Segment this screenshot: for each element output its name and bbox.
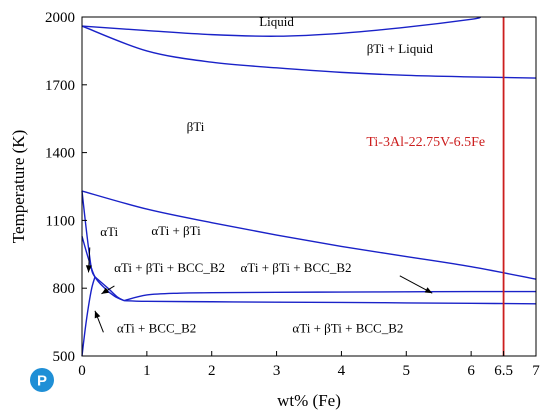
x-tick-label-8: 7 xyxy=(532,363,540,379)
x-tick-label-1: 1 xyxy=(143,363,151,379)
annotation-arrow-0 xyxy=(85,247,92,273)
y-tick-label-4: 1700 xyxy=(45,78,75,94)
publisher-logo: P xyxy=(30,368,54,392)
region-label-4: αTi + βTi xyxy=(151,223,201,238)
region-label-1: βTi + Liquid xyxy=(367,41,434,56)
region-label-0: Liquid xyxy=(259,14,294,29)
boundary-line-5 xyxy=(81,236,125,302)
region-label-2: βTi xyxy=(187,119,205,134)
boundary-line-6 xyxy=(94,276,125,302)
y-tick-label-3: 1400 xyxy=(45,146,75,162)
region-label-3: αTi xyxy=(100,224,118,239)
region-labels: Liquid βTi + Liquid βTi αTi αTi + βTi αTi + β… xyxy=(100,14,433,335)
boundary-line-7 xyxy=(123,290,537,302)
annotation-arrow-1 xyxy=(101,285,115,295)
x-tick-label-2: 2 xyxy=(208,363,216,379)
x-tick-label-4: 4 xyxy=(338,363,346,379)
alloy-composition-label: Ti-3Al-22.75V-6.5Fe xyxy=(366,135,485,150)
annotation-arrow-3 xyxy=(399,275,433,294)
annotation-arrows xyxy=(85,247,433,333)
annotation-arrow-2 xyxy=(94,310,104,333)
plot-frame xyxy=(81,16,537,357)
y-tick-label-0: 500 xyxy=(53,349,76,365)
logo-letter: P xyxy=(37,373,47,390)
boundary-line-0 xyxy=(81,16,482,37)
y-tick-label-1: 800 xyxy=(53,281,76,297)
region-label-8: αTi + βTi + BCC_B2 xyxy=(292,320,403,335)
x-tick-label-5: 5 xyxy=(403,363,411,379)
boundary-line-1 xyxy=(81,25,537,79)
x-tick-label-6: 6 xyxy=(467,363,475,379)
alloy-composition-marker: Ti-3Al-22.75V-6.5Fe xyxy=(366,17,505,356)
boundary-line-8 xyxy=(124,299,537,305)
x-axis-title: wt% (Fe) xyxy=(277,391,341,410)
boundary-line-2 xyxy=(81,190,537,280)
y-tick-label-2: 1100 xyxy=(46,213,75,229)
y-tick-label-5: 2000 xyxy=(45,10,75,26)
x-tick-label-0: 0 xyxy=(78,363,86,379)
axis-ticks: 0 1 2 3 4 5 6 6.5 7 500 800 1100 1400 1700 2000 xyxy=(45,10,540,379)
y-axis-title: Temperature (K) xyxy=(9,130,28,244)
boundary-line-4 xyxy=(81,276,96,357)
x-tick-label-7: 6.5 xyxy=(494,363,513,379)
x-tick-label-3: 3 xyxy=(273,363,281,379)
region-label-7: αTi + BCC_B2 xyxy=(117,320,196,335)
phase-boundary-lines xyxy=(81,16,537,357)
region-label-5: αTi + βTi + BCC_B2 xyxy=(114,260,225,275)
region-label-6: αTi + βTi + BCC_B2 xyxy=(241,260,352,275)
logo-badge-icon xyxy=(30,368,54,392)
